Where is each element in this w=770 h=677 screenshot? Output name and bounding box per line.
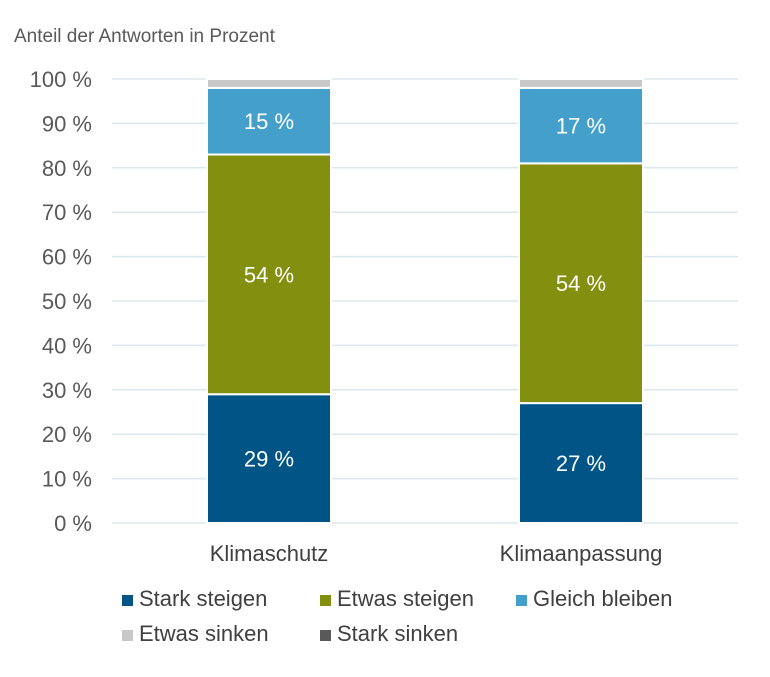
data-label: 54 %	[556, 271, 606, 296]
bar-segment	[518, 402, 644, 524]
data-label: 15 %	[244, 109, 294, 134]
data-label: 29 %	[244, 447, 294, 472]
bars	[206, 78, 644, 524]
bar-segment	[206, 393, 332, 524]
bar-segment	[518, 162, 644, 405]
data-labels: 29 % 54 % 15 % 27 % 54 % 17 %	[244, 109, 606, 476]
legend-swatch	[122, 630, 133, 641]
y-tick-label: 40 %	[42, 333, 92, 358]
legend-label: Stark sinken	[337, 621, 458, 646]
legend-label: Gleich bleiben	[533, 586, 672, 611]
legend: Stark steigen Etwas steigen Gleich bleiben…	[122, 586, 672, 646]
data-label: 54 %	[244, 262, 294, 287]
y-tick-label: 50 %	[42, 289, 92, 314]
y-tick-label: 0 %	[54, 511, 92, 536]
legend-swatch	[122, 595, 133, 606]
y-tick-label: 100 %	[30, 67, 92, 92]
bar-segment	[518, 78, 644, 89]
legend-label: Etwas sinken	[139, 621, 269, 646]
legend-label: Etwas steigen	[337, 586, 474, 611]
x-axis-categories: Klimaschutz Klimaanpassung	[210, 541, 663, 566]
legend-swatch	[320, 595, 331, 606]
legend-swatch	[516, 595, 527, 606]
legend-label: Stark steigen	[139, 586, 267, 611]
y-axis-title: Anteil der Antworten in Prozent	[14, 26, 276, 47]
bar-segment	[518, 86, 644, 165]
y-tick-label: 10 %	[42, 467, 92, 492]
bar-segment	[206, 78, 332, 89]
y-tick-label: 60 %	[42, 245, 92, 270]
y-tick-label: 80 %	[42, 156, 92, 181]
y-tick-label: 90 %	[42, 111, 92, 136]
y-tick-label: 30 %	[42, 378, 92, 403]
bar-segment	[206, 86, 332, 156]
legend-swatch	[320, 630, 331, 641]
bar-segment	[206, 153, 332, 396]
gridlines	[112, 78, 738, 524]
y-tick-label: 20 %	[42, 422, 92, 447]
y-tick-label: 70 %	[42, 200, 92, 225]
data-label: 17 %	[556, 114, 606, 139]
data-label: 27 %	[556, 451, 606, 476]
y-axis-ticks: 0 % 10 % 20 % 30 % 40 % 50 % 60 % 70 % 80 % 90 % 1…	[30, 67, 92, 536]
x-category-label: Klimaschutz	[210, 541, 329, 566]
x-category-label: Klimaanpassung	[500, 541, 663, 566]
